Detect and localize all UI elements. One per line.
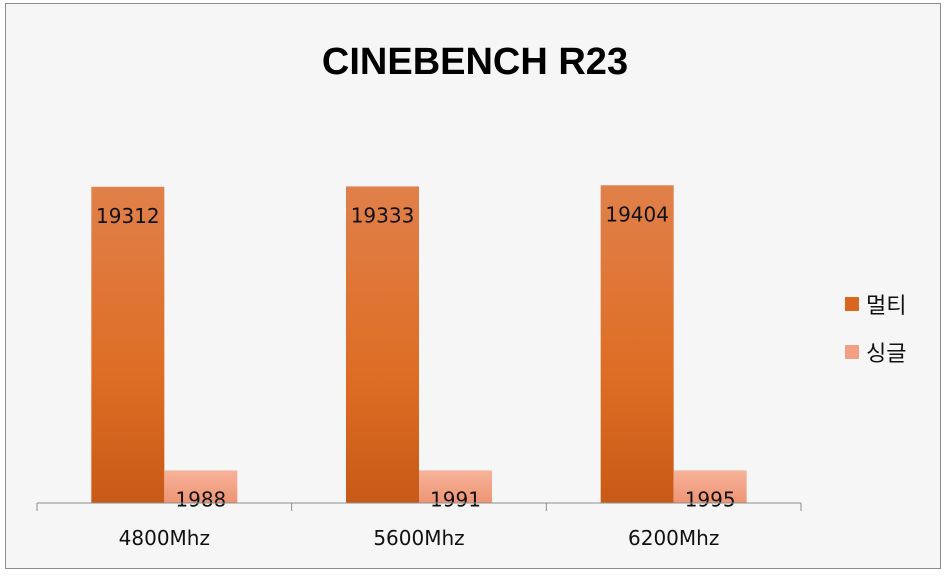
data-label-single-1: 1988	[175, 487, 226, 511]
x-tick-label-1: 4800Mhz	[119, 526, 210, 550]
bar-single-1	[164, 470, 238, 503]
legend-label-multi: 멀티	[866, 294, 906, 319]
legend-swatch-multi	[845, 297, 859, 311]
legend-swatch-single	[845, 345, 859, 359]
bar-single-2	[419, 470, 492, 503]
data-label-multi-1: 19312	[96, 204, 160, 228]
x-tick-label-3: 6200Mhz	[628, 526, 719, 550]
legend-label-single: 싱글	[866, 342, 906, 367]
x-axis: 4800Mhz 5600Mhz 6200Mhz	[36, 502, 802, 550]
x-tick-label-2: 5600Mhz	[373, 526, 464, 550]
bar-single-3	[673, 470, 747, 503]
bar-multi-3	[600, 185, 674, 503]
data-label-single-3: 1995	[685, 487, 736, 511]
chart-title: CINEBENCH R23	[322, 41, 628, 83]
data-label-multi-2: 19333	[351, 203, 415, 227]
data-label-multi-3: 19404	[605, 202, 669, 226]
data-label-single-2: 1991	[430, 487, 481, 511]
bar-multi-2	[346, 186, 419, 503]
bars-layer: 19312 1988 19333 1991 19404 1995	[91, 185, 747, 511]
bar-multi-1	[91, 186, 165, 504]
